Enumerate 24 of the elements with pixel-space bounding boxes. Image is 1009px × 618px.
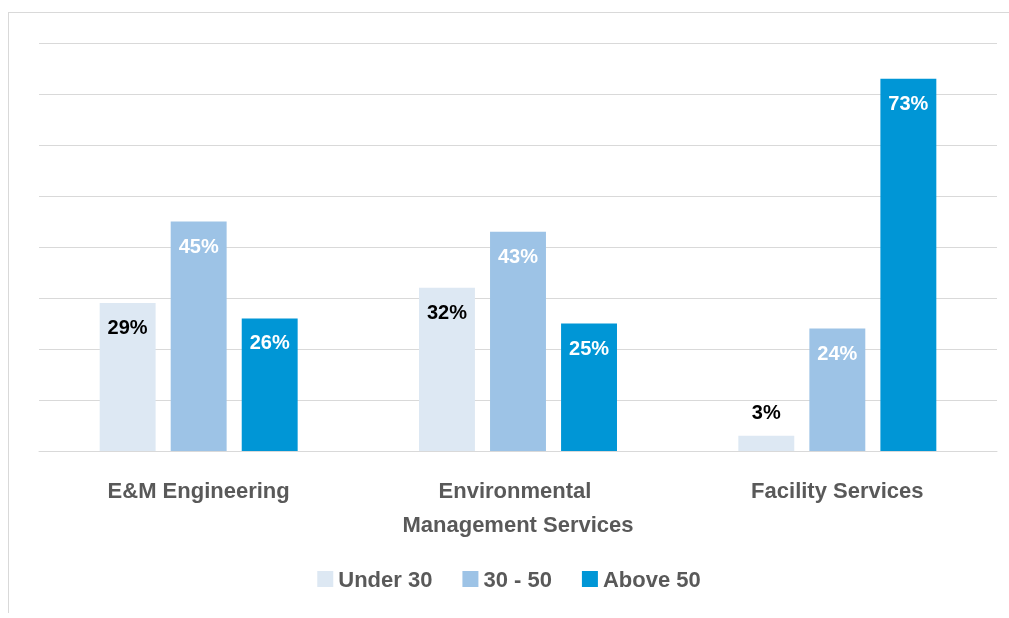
bar bbox=[880, 78, 937, 451]
data-label: 26% bbox=[249, 331, 290, 354]
bar bbox=[738, 435, 795, 451]
bar bbox=[170, 221, 227, 451]
data-label: 73% bbox=[888, 91, 929, 114]
bar bbox=[809, 328, 866, 451]
data-label: 25% bbox=[569, 336, 610, 359]
bar bbox=[99, 303, 156, 451]
x-tick-label: Environmental Management Services bbox=[402, 477, 634, 537]
x-tick-label: Facility Services bbox=[751, 477, 924, 503]
data-label: 43% bbox=[497, 244, 539, 267]
bar bbox=[419, 287, 475, 451]
legend-label: Above 50 bbox=[602, 566, 701, 592]
legend-label: 30 - 50 bbox=[483, 566, 552, 592]
data-label: 3% bbox=[751, 400, 781, 423]
bar bbox=[561, 323, 617, 451]
legend-label: Under 30 bbox=[338, 566, 433, 592]
data-label: 29% bbox=[107, 316, 148, 339]
x-tick-label: E&M Engineering bbox=[107, 477, 290, 503]
data-label: 24% bbox=[817, 341, 858, 364]
bar bbox=[241, 318, 298, 451]
data-label: 45% bbox=[178, 234, 219, 257]
bar bbox=[490, 231, 546, 451]
data-label: 32% bbox=[426, 300, 468, 323]
